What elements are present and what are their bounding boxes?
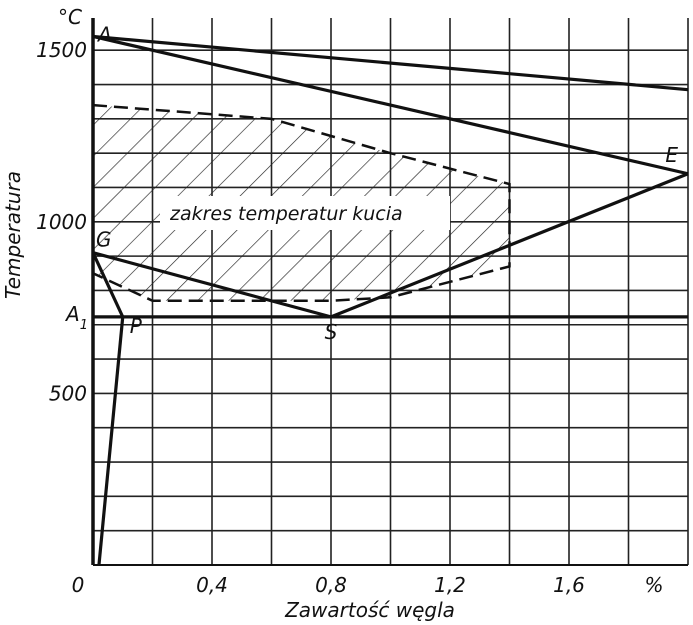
y-tick-label: 1500 [36, 38, 87, 62]
grid [92, 18, 689, 566]
y-tick-label: 500 [49, 381, 87, 405]
series-line-liquidus-1 [92, 34, 689, 92]
series-line-p-solvus [97, 316, 125, 566]
point-label-a1: A1 [64, 302, 88, 333]
series-line-acm [330, 172, 689, 319]
region-label-box [160, 196, 450, 230]
y-unit-label: °C [58, 5, 82, 29]
region-label: zakres temperatur kucia [169, 203, 403, 225]
y-tick-label: 1000 [36, 210, 87, 234]
point-label-e: E [665, 143, 678, 167]
x-tick-label: 0 [72, 573, 85, 597]
point-label-a: A [96, 22, 112, 46]
point-label-s: S [325, 320, 338, 344]
series-line-gp [91, 252, 125, 318]
phase-lines [91, 34, 689, 566]
labels: 500 1000 1500 0 0,4 0,8 1,2 1,6 % °C Zawartość węg… [1, 5, 678, 622]
axes [91, 18, 688, 566]
x-unit-label: % [644, 573, 663, 597]
x-tick-label: 0,4 [196, 573, 228, 597]
x-tick-label: 1,6 [553, 573, 585, 597]
x-tick-label: 0,8 [315, 573, 347, 597]
y-axis-title: Temperatura [1, 171, 25, 299]
series-line-liquidus-2 [92, 34, 689, 176]
forging-range-region: zakres temperatur kucia [91, 103, 511, 302]
point-label-g: G [96, 228, 112, 252]
point-label-p: P [130, 314, 143, 338]
x-tick-label: 1,2 [434, 573, 466, 597]
x-axis-title: Zawartość węgla [284, 598, 455, 622]
series-line-a3 [92, 251, 332, 319]
